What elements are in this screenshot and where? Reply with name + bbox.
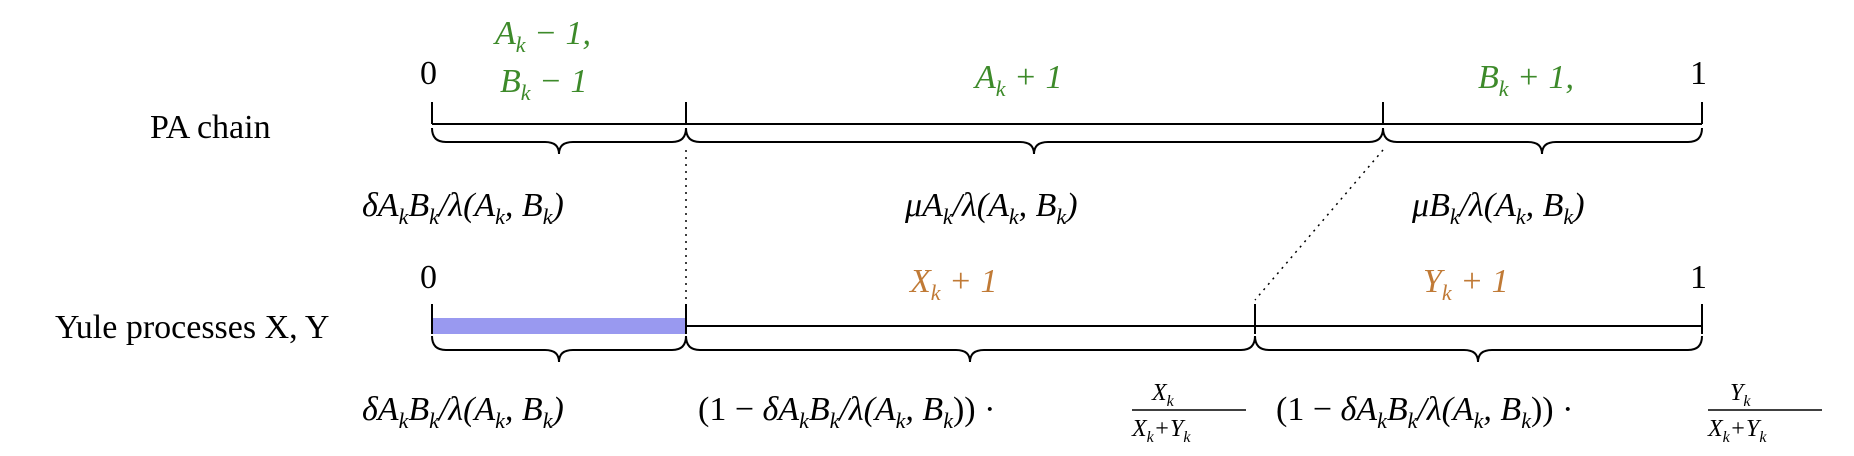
pa-seg2-brace bbox=[685, 127, 1384, 155]
svg-text:(1 − δAkBk/λ(Ak, Bk)) ·: (1 − δAkBk/λ(Ak, Bk)) · bbox=[698, 391, 995, 433]
yule-tick-zero: 0 bbox=[420, 259, 437, 296]
pa-chain-row-label: PA chain bbox=[150, 109, 271, 146]
yule-row-label: Yule processes X, Y bbox=[55, 309, 329, 346]
svg-text:Xk+Yk: Xk+Yk bbox=[1707, 416, 1767, 446]
pa-seg1-brace bbox=[431, 127, 687, 155]
yule-seg2-top-label: Xk + 1 bbox=[908, 263, 998, 305]
yule-seg3-bottom-label: (1 − δAkBk/λ(Ak, Bk)) · Yk Xk+Yk bbox=[1276, 380, 1822, 446]
yule-tick-one: 1 bbox=[1690, 259, 1707, 296]
yule-seg3-top-label: Yk + 1 bbox=[1423, 263, 1509, 305]
pa-seg2-bottom-label: μAk/λ(Ak, Bk) bbox=[904, 187, 1078, 229]
yule-seg1-brace bbox=[431, 335, 687, 363]
coupling-dotted-line-2 bbox=[1254, 149, 1384, 301]
yule-seg3-brace bbox=[1254, 335, 1703, 363]
yule-seg1-bottom-label: δAkBk/λ(Ak, Bk) bbox=[362, 391, 564, 433]
pa-tick-zero: 0 bbox=[420, 55, 437, 92]
svg-text:Xk+Yk: Xk+Yk bbox=[1131, 416, 1191, 446]
yule-highlight-bar bbox=[432, 318, 686, 334]
pa-seg3-top-label: Bk + 1, bbox=[1478, 59, 1574, 101]
pa-seg3-brace bbox=[1382, 127, 1703, 155]
pa-seg1-top-label-line2: Bk − 1 bbox=[500, 63, 588, 105]
yule-seg2-bottom-label: (1 − δAkBk/λ(Ak, Bk)) · Xk Xk+Yk bbox=[698, 380, 1246, 446]
svg-text:Yk: Yk bbox=[1730, 380, 1751, 410]
svg-text:(1 − δAkBk/λ(Ak, Bk)) ·: (1 − δAkBk/λ(Ak, Bk)) · bbox=[1276, 391, 1573, 433]
pa-tick-one: 1 bbox=[1690, 55, 1707, 92]
pa-seg2-top-label: Ak + 1 bbox=[973, 59, 1063, 101]
pa-seg1-bottom-label: δAkBk/λ(Ak, Bk) bbox=[362, 187, 564, 229]
pa-seg3-bottom-label: μBk/λ(Ak, Bk) bbox=[1411, 187, 1585, 229]
pa-seg1-top-label-line1: Ak − 1, bbox=[493, 15, 591, 57]
svg-text:Xk: Xk bbox=[1151, 380, 1175, 410]
yule-seg2-brace bbox=[685, 335, 1256, 363]
